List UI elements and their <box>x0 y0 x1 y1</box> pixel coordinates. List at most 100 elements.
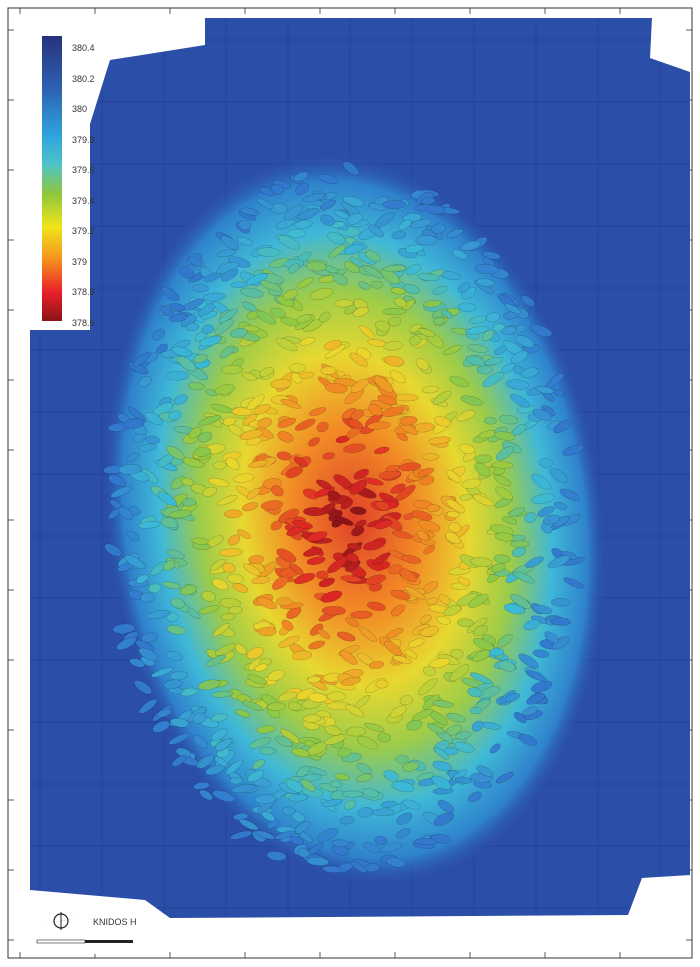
amphora <box>159 305 175 318</box>
amphora <box>270 520 283 531</box>
amphora <box>321 605 346 616</box>
amphora <box>198 431 213 443</box>
amphora <box>252 759 265 770</box>
amphora <box>432 700 454 708</box>
amphora <box>481 329 495 342</box>
amphora <box>224 509 243 519</box>
amphora <box>287 263 300 274</box>
amphora <box>482 371 504 388</box>
amphora <box>357 281 371 290</box>
amphora <box>535 386 555 394</box>
amphora <box>356 762 372 775</box>
amphora <box>207 477 230 488</box>
amphora <box>181 477 195 487</box>
amphora <box>415 235 438 246</box>
amphora <box>284 204 304 221</box>
amphora <box>318 577 335 588</box>
amphora <box>118 464 143 475</box>
amphora <box>247 770 264 783</box>
amphora <box>494 431 516 441</box>
amphora <box>108 474 126 488</box>
amphora <box>118 506 134 520</box>
amphora <box>168 732 191 745</box>
amphora <box>396 432 408 442</box>
amphora <box>391 231 407 240</box>
scale-bar <box>36 939 133 944</box>
amphora <box>318 173 338 185</box>
amphora <box>370 280 383 289</box>
amphora <box>415 358 430 371</box>
amphora <box>471 720 484 732</box>
amphora <box>324 382 348 394</box>
amphora <box>210 558 226 571</box>
amphora <box>299 371 315 379</box>
amphora <box>476 365 493 375</box>
amphora <box>221 364 243 375</box>
amphora <box>319 311 331 323</box>
amphora <box>306 556 326 566</box>
amphora <box>212 789 236 803</box>
amphora <box>549 617 571 626</box>
amphora <box>305 261 327 272</box>
amphora <box>302 193 325 203</box>
amphora <box>505 379 530 390</box>
amphora <box>450 648 464 659</box>
amphora <box>277 418 296 428</box>
title-block: KNIDOS H <box>25 904 150 954</box>
amphora <box>188 256 203 268</box>
amphora <box>290 372 303 384</box>
amphora <box>340 202 360 215</box>
amphora <box>514 335 535 348</box>
amphora <box>476 278 495 287</box>
amphora <box>339 816 355 825</box>
amphora <box>151 667 174 678</box>
amphora <box>303 507 326 517</box>
amphora <box>162 581 182 590</box>
amphora <box>303 547 323 557</box>
amphora <box>457 302 477 312</box>
amphora <box>345 704 365 718</box>
amphora <box>341 676 361 686</box>
amphora <box>350 378 370 393</box>
amphora <box>520 367 539 379</box>
amphora <box>383 514 403 531</box>
amphora <box>241 502 259 512</box>
amphora <box>421 385 440 394</box>
amphora <box>458 443 476 454</box>
amphora <box>320 590 343 603</box>
legend-label: 379.4 <box>72 195 95 206</box>
amphora <box>258 747 277 755</box>
amphora <box>497 660 516 672</box>
amphora <box>552 636 570 650</box>
amphora <box>525 556 544 568</box>
amphora <box>138 520 161 529</box>
amphora <box>417 678 438 696</box>
amphora <box>452 249 468 260</box>
amphora <box>291 747 310 758</box>
amphora <box>255 426 274 439</box>
map-border <box>7 7 693 959</box>
legend-label: 379 <box>72 256 88 267</box>
amphora <box>254 663 268 672</box>
amphora <box>169 670 188 681</box>
amphora <box>460 240 481 251</box>
amphora <box>419 614 432 625</box>
amphora <box>225 457 240 471</box>
amphora <box>375 501 390 511</box>
amphora <box>391 530 413 539</box>
amphora <box>298 337 316 346</box>
amphora <box>178 266 195 279</box>
amphora <box>509 393 530 408</box>
amphora <box>306 531 328 542</box>
amphora <box>160 517 179 529</box>
amphora <box>288 793 308 802</box>
amphora <box>390 604 405 617</box>
amphora <box>345 726 367 737</box>
amphora <box>214 384 235 395</box>
amphora <box>422 453 440 461</box>
amphora <box>198 754 215 769</box>
amphora <box>278 691 298 702</box>
amphora <box>320 366 337 375</box>
amphora <box>468 593 489 608</box>
amphora <box>280 398 302 409</box>
